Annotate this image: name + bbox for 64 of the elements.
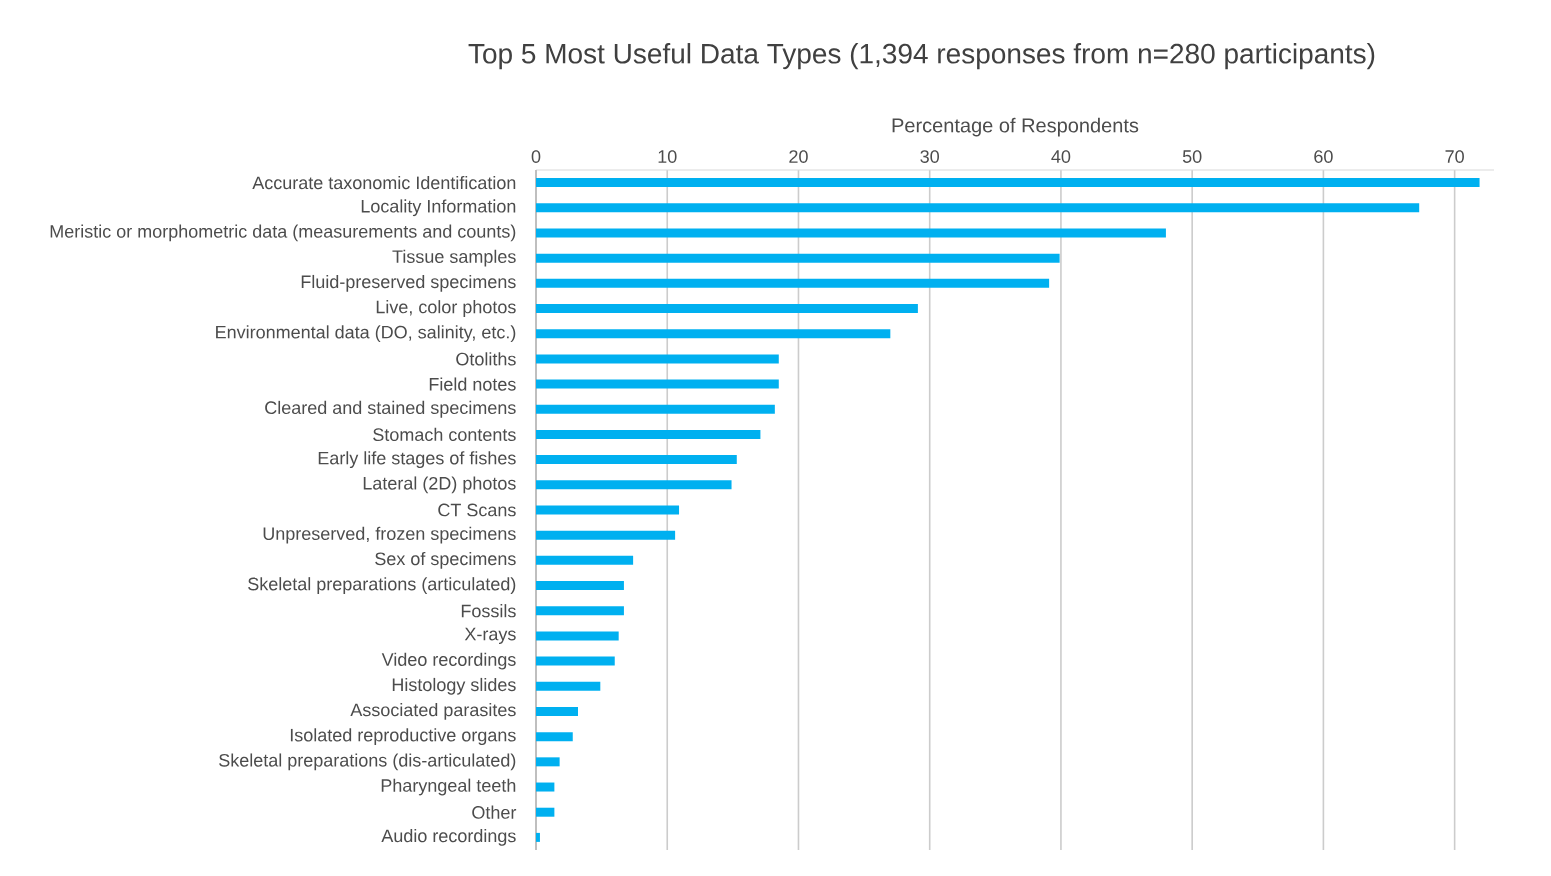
- bar: [536, 606, 624, 616]
- y-tick-label: Accurate taxonomic Identification: [252, 175, 516, 190]
- bar: [536, 505, 680, 515]
- y-tick-label: Associated parasites: [350, 703, 516, 720]
- y-tick-label: Unpreserved, frozen specimens: [263, 526, 516, 544]
- y-tick-label: Fluid-preserved specimens: [301, 274, 516, 292]
- x-axis-title: Percentage of Respondents: [892, 117, 1139, 137]
- y-tick-label: CT Scans: [438, 503, 516, 517]
- bar: [536, 782, 555, 792]
- bar: [536, 455, 737, 465]
- bar: [536, 832, 540, 842]
- y-tick-label: Sex of specimens: [375, 551, 516, 569]
- x-tick-label: 0: [531, 150, 541, 163]
- y-tick-label: Histology slides: [392, 677, 516, 695]
- bar: [536, 329, 891, 339]
- y-tick-label: Tissue samples: [392, 249, 516, 267]
- bar: [536, 304, 918, 314]
- y-tick-label: Environmental data (DO, salinity, etc.): [216, 325, 516, 343]
- chart-title: Top 5 Most Useful Data Types (1,394 responses from n=280 participants): [468, 43, 1375, 70]
- bar: [536, 555, 634, 565]
- bar: [536, 480, 732, 490]
- x-tick-label: 30: [920, 150, 940, 163]
- bar: [536, 807, 555, 817]
- x-tick-label: 70: [1445, 150, 1464, 163]
- bar: [536, 354, 779, 364]
- bar: [536, 203, 1420, 213]
- x-tick-label: 20: [789, 150, 808, 163]
- y-tick-label: Stomach contents: [373, 427, 516, 442]
- bar: [536, 581, 624, 591]
- y-tick-label: Other: [472, 805, 517, 819]
- y-tick-label: Live, color photos: [376, 300, 516, 317]
- bar: [536, 656, 615, 666]
- bar: [536, 228, 1166, 238]
- x-tick-label: 10: [658, 150, 677, 163]
- bar: [536, 631, 619, 641]
- y-tick-label: Field notes: [429, 377, 516, 391]
- y-tick-label: Audio recordings: [381, 829, 516, 846]
- y-tick-label: Cleared and stained specimens: [265, 400, 516, 418]
- y-tick-label: Pharyngeal teeth: [381, 778, 516, 796]
- bar: [536, 757, 560, 767]
- bar: [536, 681, 601, 691]
- bar: [536, 404, 775, 414]
- y-tick-label: Isolated reproductive organs: [290, 728, 516, 746]
- bar: [536, 530, 676, 540]
- y-tick-label: Early life stages of fishes: [318, 451, 516, 468]
- y-tick-label: Lateral (2D) photos: [363, 476, 516, 494]
- y-tick-label: Skeletal preparations (dis-articulated): [219, 753, 516, 771]
- y-tick-label: Locality Information: [361, 199, 516, 217]
- bar: [536, 278, 1050, 288]
- bar: [536, 379, 779, 389]
- y-tick-label: Fossils: [461, 604, 516, 618]
- bar: [536, 706, 578, 716]
- bar: [536, 253, 1060, 263]
- y-tick-label: Video recordings: [381, 652, 516, 670]
- x-tick-label: 50: [1182, 150, 1202, 163]
- bar: [536, 178, 1480, 188]
- y-tick-label: X-rays: [464, 627, 516, 644]
- bar: [536, 429, 761, 439]
- bar: [536, 732, 573, 742]
- x-tick-label: 40: [1051, 150, 1071, 163]
- y-tick-label: Otoliths: [456, 352, 516, 366]
- y-tick-label: Skeletal preparations (articulated): [248, 577, 516, 594]
- x-tick-label: 60: [1314, 150, 1333, 163]
- y-tick-label: Meristic or morphometric data (measurements and counts): [50, 224, 516, 242]
